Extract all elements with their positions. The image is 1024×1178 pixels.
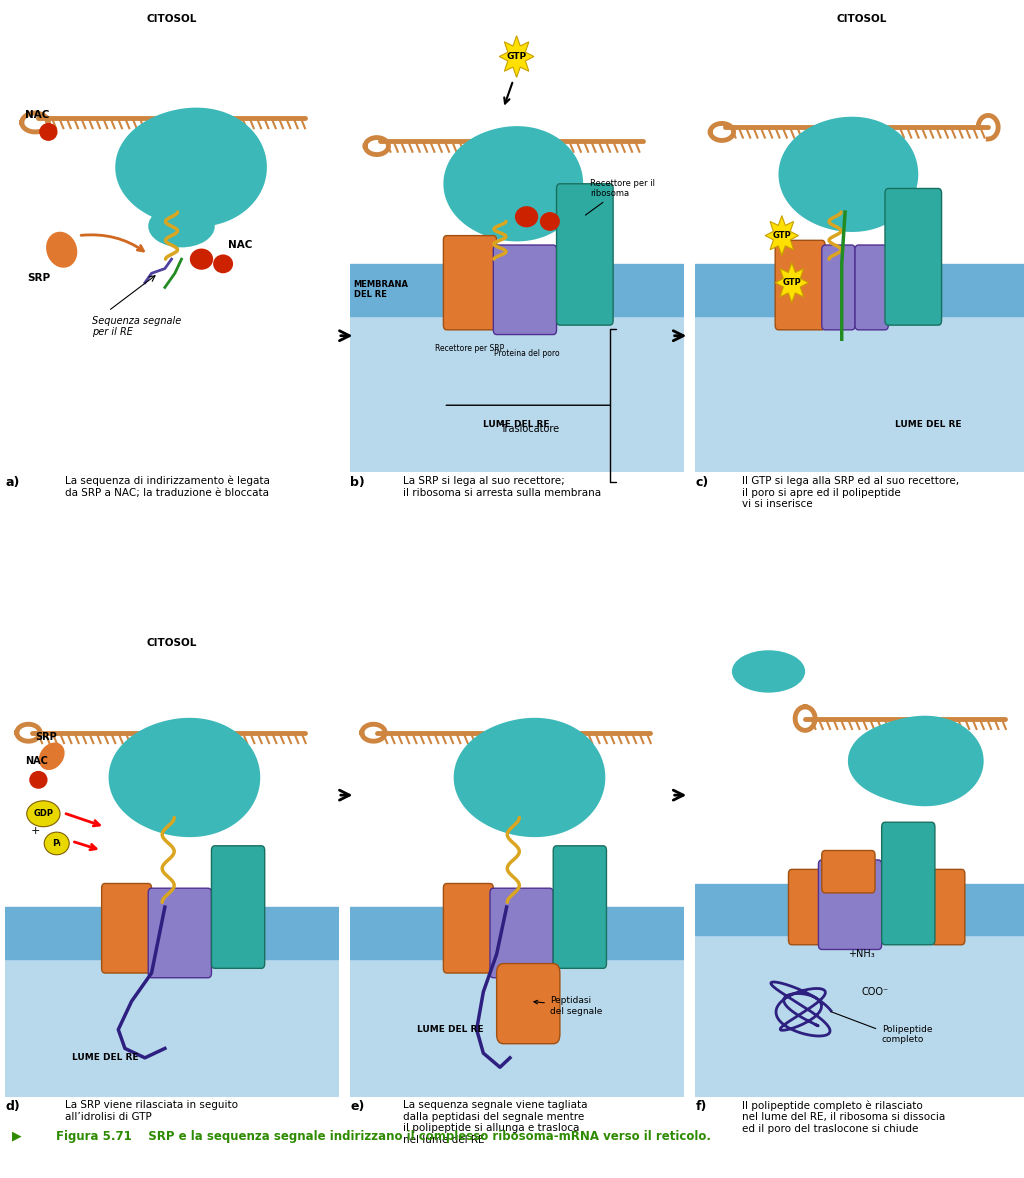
FancyBboxPatch shape	[882, 822, 935, 945]
Text: d): d)	[5, 1100, 19, 1113]
Text: SRP: SRP	[27, 273, 50, 283]
Text: LUME DEL RE: LUME DEL RE	[417, 1025, 483, 1034]
FancyBboxPatch shape	[212, 846, 264, 968]
Text: CITOSOL: CITOSOL	[146, 638, 197, 648]
FancyBboxPatch shape	[494, 245, 557, 335]
FancyBboxPatch shape	[443, 236, 497, 330]
Ellipse shape	[39, 742, 65, 770]
FancyBboxPatch shape	[775, 240, 825, 330]
Polygon shape	[765, 216, 799, 256]
Text: GDP: GDP	[34, 809, 53, 819]
Ellipse shape	[189, 249, 213, 270]
Polygon shape	[109, 717, 260, 838]
Ellipse shape	[39, 123, 57, 141]
Ellipse shape	[515, 206, 539, 227]
Text: NAC: NAC	[228, 240, 253, 250]
Ellipse shape	[27, 801, 60, 827]
Polygon shape	[848, 716, 984, 806]
Text: CITOSOL: CITOSOL	[837, 14, 887, 24]
Text: e): e)	[350, 1100, 365, 1113]
Ellipse shape	[540, 212, 560, 231]
Text: Peptidasi
del segnale: Peptidasi del segnale	[534, 997, 602, 1015]
Text: Recettore per SRP: Recettore per SRP	[435, 344, 505, 353]
FancyBboxPatch shape	[788, 869, 821, 945]
Text: Il GTP si lega alla SRP ed al suo recettore,
il poro si apre ed il polipeptide
v: Il GTP si lega alla SRP ed al suo recett…	[741, 476, 959, 509]
Polygon shape	[443, 126, 584, 241]
FancyBboxPatch shape	[885, 188, 942, 325]
Text: b): b)	[350, 476, 365, 489]
Text: Traslocatore: Traslocatore	[501, 424, 559, 434]
Text: a): a)	[5, 476, 19, 489]
FancyBboxPatch shape	[148, 888, 212, 978]
FancyBboxPatch shape	[818, 860, 882, 949]
Text: MEMBRANA
DEL RE: MEMBRANA DEL RE	[353, 280, 409, 299]
Text: Proteina del poro: Proteina del poro	[494, 349, 559, 358]
FancyBboxPatch shape	[553, 846, 606, 968]
Text: NAC: NAC	[25, 111, 49, 120]
Ellipse shape	[30, 770, 47, 789]
Ellipse shape	[44, 832, 70, 855]
Polygon shape	[116, 107, 267, 227]
Text: LUME DEL RE: LUME DEL RE	[895, 419, 962, 429]
Text: GTP: GTP	[772, 231, 792, 240]
Text: COO⁻: COO⁻	[862, 987, 889, 997]
Ellipse shape	[732, 650, 805, 693]
Text: ▶: ▶	[12, 1130, 22, 1143]
FancyBboxPatch shape	[821, 245, 855, 330]
FancyBboxPatch shape	[490, 888, 553, 978]
Ellipse shape	[213, 254, 233, 273]
Text: Il polipeptide completo è rilasciato
nel lume del RE, il ribosoma si dissocia
ed: Il polipeptide completo è rilasciato nel…	[741, 1100, 945, 1134]
FancyBboxPatch shape	[443, 884, 494, 973]
FancyBboxPatch shape	[101, 884, 152, 973]
Text: f): f)	[695, 1100, 707, 1113]
FancyBboxPatch shape	[497, 964, 560, 1044]
Polygon shape	[778, 117, 919, 232]
Text: La sequenza di indirizzamento è legata
da SRP a NAC; la traduzione è bloccata: La sequenza di indirizzamento è legata d…	[66, 476, 270, 498]
Polygon shape	[775, 263, 809, 303]
Text: SRP: SRP	[35, 733, 56, 742]
FancyBboxPatch shape	[932, 869, 965, 945]
Text: Figura 5.71    SRP e la sequenza segnale indirizzano il complesso ribosoma-mRNA : Figura 5.71 SRP e la sequenza segnale in…	[56, 1130, 712, 1143]
Text: +: +	[31, 826, 40, 836]
Ellipse shape	[148, 205, 215, 247]
Text: LUME DEL RE: LUME DEL RE	[483, 419, 550, 429]
Text: GTP: GTP	[507, 52, 526, 61]
Text: GTP: GTP	[782, 278, 801, 287]
Text: NAC: NAC	[25, 756, 48, 766]
Text: La sequenza segnale viene tagliata
dalla peptidasi del segnale mentre
il polipep: La sequenza segnale viene tagliata dalla…	[403, 1100, 588, 1145]
Polygon shape	[500, 35, 534, 78]
Polygon shape	[454, 717, 605, 838]
FancyBboxPatch shape	[557, 184, 613, 325]
Text: CITOSOL: CITOSOL	[146, 14, 197, 24]
Text: c): c)	[695, 476, 709, 489]
Text: +NH₃: +NH₃	[848, 949, 876, 959]
Text: Recettore per il
ribosoma: Recettore per il ribosoma	[586, 179, 654, 216]
Text: Pᵢ: Pᵢ	[52, 839, 61, 848]
FancyBboxPatch shape	[855, 245, 889, 330]
Text: La SRP viene rilasciata in seguito
all’idrolisi di GTP: La SRP viene rilasciata in seguito all’i…	[66, 1100, 238, 1121]
Ellipse shape	[46, 232, 77, 267]
Text: Polipeptide
completo: Polipeptide completo	[882, 1025, 932, 1044]
Text: La SRP si lega al suo recettore;
il ribosoma si arresta sulla membrana: La SRP si lega al suo recettore; il ribo…	[403, 476, 601, 497]
Text: LUME DEL RE: LUME DEL RE	[72, 1053, 138, 1063]
FancyBboxPatch shape	[821, 851, 874, 893]
Text: Sequenza segnale
per il RE: Sequenza segnale per il RE	[92, 316, 181, 337]
